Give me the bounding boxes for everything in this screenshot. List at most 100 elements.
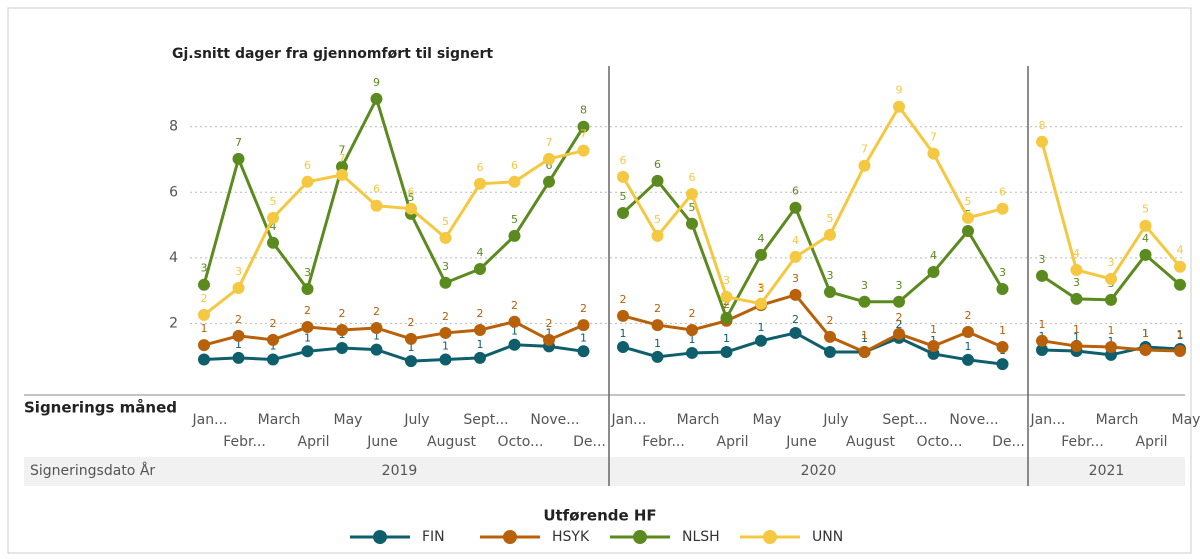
- data-label: 2: [723, 298, 730, 311]
- point: [405, 355, 417, 368]
- x-tick-label: Febr...: [1061, 434, 1104, 450]
- data-label: 6: [373, 183, 380, 196]
- x-tick-label: July: [403, 412, 429, 428]
- point: [301, 321, 314, 334]
- group-label: Signeringsdato År: [30, 462, 155, 479]
- x-tick-label: June: [366, 434, 398, 450]
- legend-label: HSYK: [552, 529, 590, 545]
- data-label: 1: [965, 340, 972, 353]
- x-tick-label: Nove...: [530, 412, 579, 428]
- point: [405, 202, 417, 215]
- data-label: 8: [1039, 119, 1046, 132]
- x-tick-label: May: [1172, 412, 1200, 428]
- data-label: 2: [546, 317, 553, 330]
- point: [962, 211, 974, 224]
- data-label: 1: [930, 323, 937, 336]
- x-tick-label: Jan...: [1030, 412, 1066, 428]
- data-label: 2: [408, 316, 415, 329]
- data-label: 4: [477, 246, 484, 259]
- point: [755, 297, 767, 310]
- data-label: 1: [1039, 318, 1046, 331]
- data-label: 1: [546, 326, 553, 339]
- data-label: 5: [408, 191, 415, 204]
- data-label: 3: [235, 265, 242, 278]
- point: [1139, 248, 1152, 261]
- data-label: 3: [999, 266, 1006, 279]
- data-label: 9: [896, 84, 903, 97]
- point: [617, 309, 629, 322]
- data-label: 1: [723, 332, 730, 345]
- point: [962, 353, 974, 366]
- data-label: 1: [408, 341, 415, 354]
- point: [720, 290, 733, 303]
- legend-title: Utførende HF: [543, 507, 656, 525]
- point: [577, 144, 590, 157]
- point: [686, 217, 698, 230]
- data-label: 8: [580, 104, 587, 117]
- data-label: 5: [965, 195, 972, 208]
- data-label: 6: [546, 159, 553, 172]
- data-label: 3: [758, 281, 765, 294]
- point: [301, 175, 314, 188]
- point: [336, 168, 348, 181]
- x-tick-label: Octo...: [498, 434, 544, 450]
- data-label: 1: [373, 330, 380, 343]
- legend-label: UNN: [812, 529, 843, 545]
- point: [508, 338, 521, 351]
- point: [267, 211, 279, 224]
- point: [617, 206, 629, 219]
- data-label: 3: [723, 274, 730, 287]
- data-label: 1: [235, 338, 242, 351]
- legend-label: NLSH: [682, 529, 720, 545]
- data-label: 1: [861, 329, 868, 342]
- x-axis-label: Signerings måned: [24, 399, 177, 417]
- x-tick-label: March: [258, 412, 301, 428]
- data-label: 2: [620, 293, 627, 306]
- data-label: 6: [304, 159, 311, 172]
- point: [686, 187, 698, 200]
- data-label: 1: [861, 332, 868, 345]
- point: [1174, 278, 1186, 291]
- data-label: 5: [654, 213, 661, 226]
- x-tick-label: August: [427, 434, 477, 450]
- point: [893, 100, 905, 113]
- point: [651, 319, 664, 332]
- data-label: 7: [235, 136, 242, 149]
- data-label: 3: [861, 279, 868, 292]
- x-tick-label: Febr...: [642, 434, 685, 450]
- point: [720, 311, 733, 324]
- x-tick-label: August: [846, 434, 896, 450]
- point: [370, 92, 383, 105]
- data-label: 3: [1108, 256, 1115, 269]
- point: [996, 358, 1009, 371]
- point: [927, 147, 940, 160]
- data-label: 2: [477, 307, 484, 320]
- series-line: [621, 104, 1003, 306]
- data-label: 1: [1142, 327, 1149, 340]
- point: [651, 174, 664, 187]
- point: [789, 250, 802, 263]
- data-label: 7: [339, 144, 346, 157]
- point: [1036, 269, 1048, 282]
- point: [439, 231, 452, 244]
- point: [962, 325, 974, 338]
- point: [755, 334, 767, 347]
- year-band: [24, 457, 1185, 486]
- point: [439, 276, 452, 289]
- point: [370, 199, 383, 212]
- point: [370, 322, 383, 335]
- data-label: 5: [442, 215, 449, 228]
- data-label: 6: [999, 186, 1006, 199]
- legend-marker: [763, 530, 777, 544]
- point: [858, 295, 871, 308]
- point: [439, 353, 452, 366]
- chart-title: Gj.snitt dager fra gjennomført til signe…: [172, 46, 493, 62]
- data-label: 2: [442, 310, 449, 323]
- data-label: 2: [511, 299, 518, 312]
- legend-marker: [503, 530, 517, 544]
- year-label: 2021: [1089, 463, 1125, 479]
- x-tick-label: May: [334, 412, 363, 428]
- x-tick-label: Sept...: [463, 412, 508, 428]
- data-label: 1: [1142, 327, 1149, 340]
- x-tick-label: Octo...: [917, 434, 963, 450]
